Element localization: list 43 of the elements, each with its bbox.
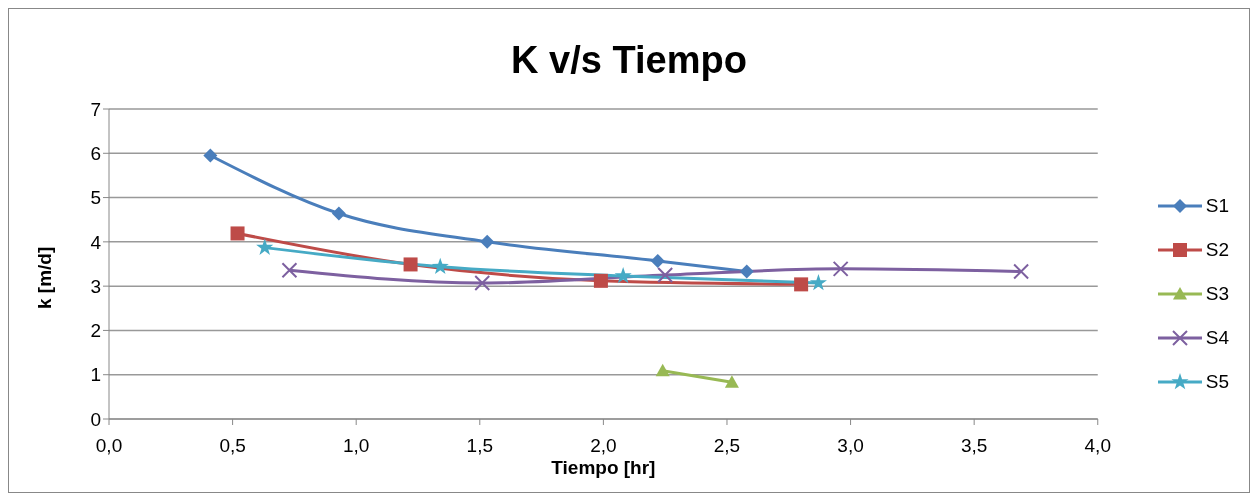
y-tick-label: 4 bbox=[90, 231, 102, 253]
x-tick-label: 0,5 bbox=[219, 435, 246, 457]
y-axis-title: k [m/d] bbox=[33, 246, 55, 309]
legend-label: S3 bbox=[1205, 283, 1229, 305]
point bbox=[650, 253, 665, 268]
y-tick-label: 6 bbox=[90, 143, 101, 165]
x-tick-label: 0,0 bbox=[95, 435, 123, 457]
x-axis-title: Tiempo [hr] bbox=[551, 457, 656, 478]
point bbox=[593, 273, 608, 288]
point bbox=[431, 257, 449, 274]
point bbox=[1013, 263, 1030, 280]
point bbox=[614, 266, 632, 284]
point bbox=[794, 277, 809, 292]
point bbox=[203, 148, 218, 163]
point bbox=[832, 260, 849, 277]
y-tick-label: 2 bbox=[90, 320, 101, 342]
x-tick-label: 3,5 bbox=[960, 435, 988, 457]
chart-title: K v/s Tiempo bbox=[510, 38, 748, 83]
point bbox=[403, 257, 418, 272]
x-tick-label: 4,0 bbox=[1084, 435, 1111, 457]
x-tick-label: 2,5 bbox=[713, 435, 741, 457]
x-tick-label: 1,5 bbox=[466, 435, 493, 457]
legend-label: S2 bbox=[1205, 239, 1229, 261]
point bbox=[230, 226, 245, 241]
x-tick-label: 1,0 bbox=[342, 435, 370, 457]
y-tick-label: 7 bbox=[90, 98, 101, 120]
point bbox=[739, 264, 754, 279]
point bbox=[657, 267, 674, 284]
y-tick-label: 3 bbox=[90, 275, 101, 297]
point bbox=[809, 274, 827, 291]
point bbox=[256, 238, 274, 255]
y-tick-label: 5 bbox=[90, 187, 101, 209]
point bbox=[281, 262, 298, 279]
y-tick-label: 1 bbox=[90, 364, 101, 386]
point bbox=[480, 234, 495, 249]
point bbox=[331, 206, 346, 221]
legend-label: S5 bbox=[1205, 371, 1229, 393]
x-tick-label: 3,0 bbox=[837, 435, 864, 457]
x-tick-label: 2,0 bbox=[590, 435, 617, 457]
legend-label: S1 bbox=[1205, 195, 1229, 217]
point bbox=[474, 275, 491, 292]
y-tick-label: 0 bbox=[90, 408, 101, 430]
legend-label: S4 bbox=[1205, 327, 1229, 349]
